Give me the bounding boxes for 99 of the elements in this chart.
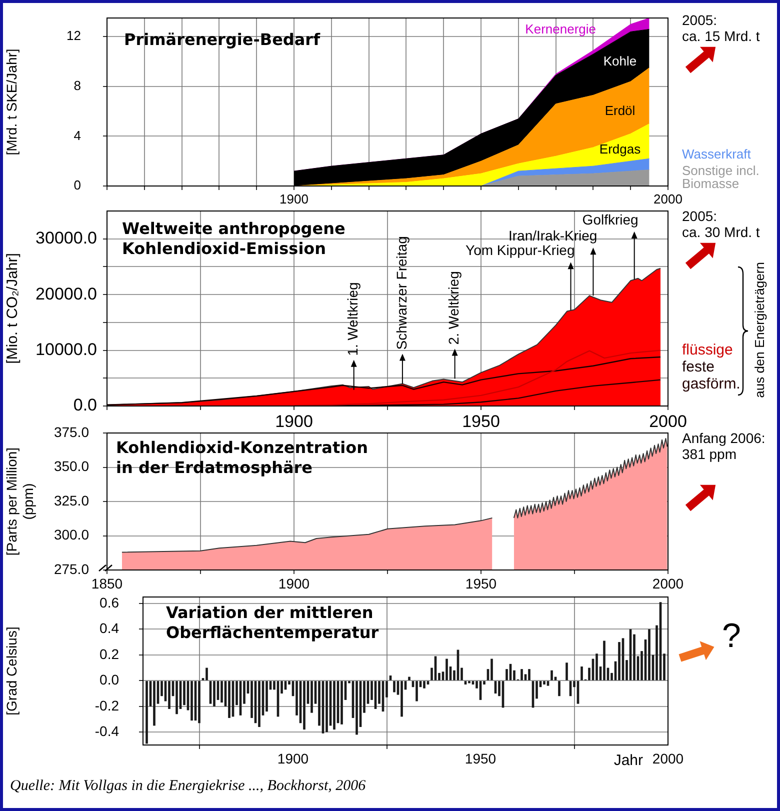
bar — [146, 681, 148, 744]
series-label: flüssige — [682, 341, 733, 358]
bar — [228, 681, 230, 718]
text: ? — [722, 617, 741, 655]
bar — [190, 681, 193, 721]
annotation: Iran/Irak-Krieg — [508, 228, 598, 244]
bar — [220, 681, 223, 703]
bar — [340, 681, 343, 724]
y-axis-title: [Parts per Million] (ppm) — [3, 447, 36, 556]
text: Weltweite anthropogene Kohlendioxid-Emission — [122, 219, 346, 259]
y-axis-title: [Mio. t CO₂/Jahr] — [4, 253, 22, 364]
text: Anfang 2006: 381 ppm — [682, 430, 766, 462]
x-tick-label: 1950 — [465, 575, 497, 592]
x-tick-label: 1900 — [278, 575, 310, 592]
text: aus den Energieträgern — [752, 262, 768, 398]
bar — [168, 681, 170, 709]
bar — [266, 681, 268, 712]
y-tick-label: 4 — [74, 128, 81, 143]
text: 2005: ca. 15 Mrd. t — [682, 12, 760, 44]
bar — [566, 662, 568, 680]
bar — [550, 670, 553, 680]
annotation: 2. Weltkrieg — [446, 271, 462, 345]
x-tick-label: 2000 — [654, 191, 682, 206]
x-tick-label: 1900 — [277, 750, 309, 766]
source-note: Quelle: Mit Vollgas in die Energiekrise ..., Bockhorst, 2006 — [10, 778, 366, 795]
bar — [176, 681, 178, 714]
y-tick-label: 0 — [74, 178, 81, 193]
bar — [423, 681, 426, 688]
text: Variation der mittleren Oberflächentemperatur — [166, 603, 379, 643]
annotation: Yom Kippur-Krieg — [466, 242, 575, 258]
x-axis-title: Jahr — [614, 752, 643, 769]
bar — [416, 681, 418, 702]
y-tick-label: 0.4 — [100, 620, 120, 636]
annotation: Golfkrieg — [582, 211, 638, 228]
y-tick-label: 0.0 — [100, 672, 120, 688]
x-tick-label: 1850 — [91, 575, 123, 592]
bar — [558, 681, 560, 696]
y-tick-label: 30000.0 — [36, 228, 97, 248]
x-tick-label: 1900 — [280, 191, 308, 206]
x-tick-label: 2000 — [652, 750, 684, 766]
bar — [356, 681, 358, 735]
bar — [490, 658, 493, 680]
y-tick-label: 12 — [66, 28, 81, 44]
bar — [389, 676, 392, 680]
x-tick-label: 1900 — [275, 412, 313, 431]
bar — [393, 681, 396, 692]
bar — [603, 640, 606, 680]
bar — [446, 658, 448, 680]
bar — [213, 681, 216, 706]
bar — [198, 681, 200, 724]
bar — [400, 681, 403, 717]
x-tick-label: 2000 — [652, 575, 684, 592]
series-label: feste — [682, 358, 715, 376]
bar — [310, 681, 313, 713]
y-axis-title: [Mrd. t SKE/Jahr] — [3, 48, 20, 156]
text: Sonstige incl. Biomasse — [682, 162, 760, 191]
y-tick-label: 325.0 — [54, 492, 90, 508]
bar — [326, 681, 328, 732]
bar — [543, 681, 546, 685]
x-tick-label: 1950 — [462, 412, 500, 431]
y-tick-label: 0.0 — [73, 396, 97, 415]
bar — [303, 681, 306, 730]
bar — [596, 654, 598, 680]
x-tick-label: 2000 — [649, 412, 687, 431]
bar — [520, 669, 523, 680]
bar — [618, 642, 620, 680]
series-label: Erdgas — [599, 142, 642, 157]
text: 2005: ca. 30 Mrd. t — [682, 208, 760, 240]
y-tick-label: 300.0 — [54, 526, 90, 543]
y-tick-label: 350.0 — [54, 458, 90, 474]
annotation: 1. Weltkrieg — [344, 282, 361, 356]
y-tick-label: 8 — [74, 78, 81, 94]
text: Wasserkraft — [682, 146, 752, 162]
y-tick-label: 275.0 — [54, 560, 90, 577]
y-tick-label: 375.0 — [54, 424, 90, 440]
y-tick-label: -0.2 — [94, 697, 120, 714]
y-tick-label: 0.2 — [100, 646, 120, 662]
bar — [546, 681, 550, 686]
bar — [408, 676, 410, 680]
y-axis-title: [Grad Celsius] — [3, 626, 20, 716]
bar — [153, 681, 156, 726]
text: Kohlendioxid-Konzentration in der Erdatmosphäre — [116, 438, 368, 478]
bar — [528, 669, 530, 680]
series-label: Kernenergie — [525, 22, 596, 37]
annotation: Schwarzer Freitag — [393, 236, 410, 350]
x-tick-label: 1950 — [464, 750, 496, 766]
bar — [580, 666, 583, 680]
bar — [206, 668, 208, 680]
bar — [258, 681, 260, 727]
series-label: Kohle — [603, 53, 637, 68]
y-tick-label: 20000.0 — [36, 284, 97, 304]
y-tick-label: 10000.0 — [36, 340, 97, 359]
bar — [333, 681, 336, 730]
bar — [648, 629, 650, 680]
series-label: Erdöl — [604, 103, 636, 118]
y-tick-label: -0.4 — [94, 722, 120, 739]
series-label: gasförm. — [682, 375, 740, 392]
text: Primärenergie-Bedarf — [124, 30, 320, 50]
y-tick-label: 0.6 — [100, 594, 120, 610]
